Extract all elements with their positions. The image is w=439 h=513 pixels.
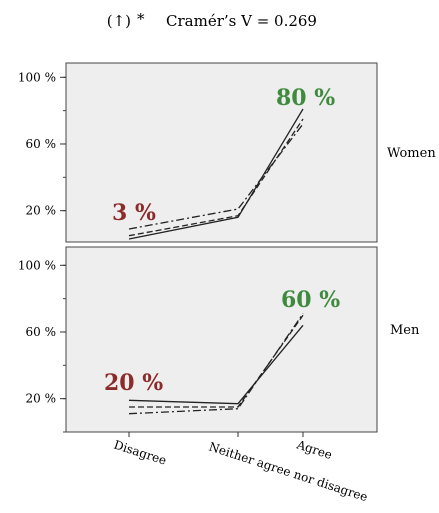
x-tick-label: Disagree: [112, 438, 168, 468]
panel-background: [65, 62, 378, 243]
high-pct-label: 80 %: [276, 85, 335, 111]
cramers-v-statistic: Cramér’s V = 0.269: [166, 12, 317, 30]
x-tick-label: Agree: [294, 437, 334, 462]
significance-marker: *: [137, 10, 145, 28]
series-line-solid: [128, 324, 304, 405]
series-line-dashed: [129, 314, 304, 408]
panel-women: 20 % 60 % 100 % 3 % 80 % Women: [18, 62, 436, 243]
panel-background: [65, 246, 378, 433]
low-pct-label: 20 %: [104, 370, 163, 396]
facet-label: Men: [390, 323, 420, 338]
y-tick-label: 20 %: [26, 204, 57, 218]
arrow-symbol: (↑): [107, 12, 131, 30]
series-line-dashdot: [128, 123, 304, 230]
y-tick-label: 60 %: [26, 137, 57, 151]
y-tick-label: 20 %: [26, 392, 57, 406]
facet-label: Women: [387, 146, 436, 161]
y-tick-label: 60 %: [26, 325, 57, 339]
series-line-dashdot: [128, 313, 304, 415]
high-pct-label: 60 %: [281, 287, 340, 313]
series-line-solid: [128, 108, 304, 240]
chart-header: (↑) * Cramér’s V = 0.269: [107, 10, 317, 30]
series-line-dashed: [128, 118, 304, 237]
x-tick-label: Neither agree nor disagree: [207, 440, 369, 505]
y-tick-label: 100 %: [18, 70, 56, 84]
panel-men: 20 % 60 % 100 % 20 % 60 % Men: [18, 246, 420, 433]
y-tick-label: 100 %: [18, 258, 56, 272]
low-pct-label: 3 %: [112, 200, 156, 226]
